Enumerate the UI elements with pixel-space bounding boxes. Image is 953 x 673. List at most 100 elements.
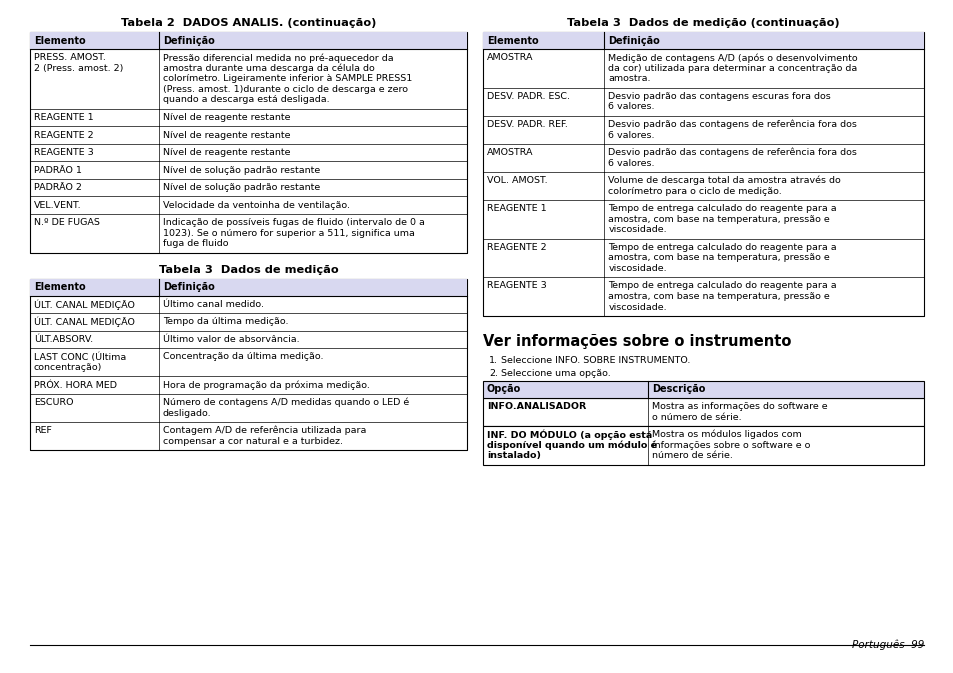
Text: Concentração da última medição.: Concentração da última medição.	[163, 353, 323, 361]
Text: 6 valores.: 6 valores.	[608, 159, 654, 168]
Text: Nível de reagente restante: Nível de reagente restante	[163, 148, 290, 157]
Bar	[482, 32, 923, 316]
Text: disponível quando um módulo é: disponível quando um módulo é	[486, 440, 657, 450]
Text: VOL. AMOST.: VOL. AMOST.	[486, 176, 547, 185]
Text: Descrição: Descrição	[652, 384, 705, 394]
Text: amostra.: amostra.	[608, 74, 650, 83]
Text: Tabela 2  DADOS ANALIS. (continuação): Tabela 2 DADOS ANALIS. (continuação)	[121, 18, 375, 28]
Bar	[30, 32, 467, 49]
Text: Volume de descarga total da amostra através do: Volume de descarga total da amostra atra…	[608, 176, 841, 185]
Text: 6 valores.: 6 valores.	[608, 131, 654, 139]
Text: Tabela 3  Dados de medição (continuação): Tabela 3 Dados de medição (continuação)	[567, 18, 839, 28]
Text: Elemento: Elemento	[34, 282, 86, 292]
Text: DESV. PADR. REF.: DESV. PADR. REF.	[486, 120, 567, 129]
Text: Nível de solução padrão restante: Nível de solução padrão restante	[163, 183, 320, 192]
Text: DESV. PADR. ESC.: DESV. PADR. ESC.	[486, 92, 569, 101]
Text: viscosidade.: viscosidade.	[608, 225, 666, 234]
Text: Definição: Definição	[163, 36, 214, 46]
Text: Nível de reagente restante: Nível de reagente restante	[163, 113, 290, 122]
Text: Elemento: Elemento	[486, 36, 538, 46]
Text: Seleccione INFO. SOBRE INSTRUMENTO.: Seleccione INFO. SOBRE INSTRUMENTO.	[500, 356, 690, 365]
Text: INF. DO MÓDULO (a opção está: INF. DO MÓDULO (a opção está	[486, 429, 652, 440]
Text: número de série.: número de série.	[652, 451, 733, 460]
Text: ÚLT. CANAL MEDIÇÃO: ÚLT. CANAL MEDIÇÃO	[34, 316, 134, 327]
Text: Hora de programação da próxima medição.: Hora de programação da próxima medição.	[163, 380, 370, 390]
Text: REAGENTE 2: REAGENTE 2	[486, 243, 546, 252]
Text: compensar a cor natural e a turbidez.: compensar a cor natural e a turbidez.	[163, 437, 342, 446]
Text: Tempo de entrega calculado do reagente para a: Tempo de entrega calculado do reagente p…	[608, 204, 836, 213]
Text: viscosidade.: viscosidade.	[608, 303, 666, 312]
Bar	[482, 426, 923, 464]
Bar	[30, 279, 467, 450]
Text: Seleccione uma opção.: Seleccione uma opção.	[500, 369, 610, 378]
Text: Tempo de entrega calculado do reagente para a: Tempo de entrega calculado do reagente p…	[608, 243, 836, 252]
Text: Tempo da última medição.: Tempo da última medição.	[163, 318, 288, 326]
Text: Definição: Definição	[608, 36, 659, 46]
Text: ÚLT. CANAL MEDIÇÃO: ÚLT. CANAL MEDIÇÃO	[34, 299, 134, 310]
Text: Pressão diferencial medida no pré-aquecedor da: Pressão diferencial medida no pré-aquece…	[163, 53, 394, 63]
Text: amostra durante uma descarga da célula do: amostra durante uma descarga da célula d…	[163, 63, 375, 73]
Text: desligado.: desligado.	[163, 409, 212, 418]
Text: VEL.VENT.: VEL.VENT.	[34, 201, 82, 210]
Text: Ver informações sobre o instrumento: Ver informações sobre o instrumento	[482, 334, 791, 349]
Text: Velocidade da ventoinha de ventilação.: Velocidade da ventoinha de ventilação.	[163, 201, 350, 210]
Text: PRÓX. HORA MED: PRÓX. HORA MED	[34, 380, 117, 390]
Text: REF: REF	[34, 426, 51, 435]
Bar	[30, 32, 467, 252]
Text: Nível de reagente restante: Nível de reagente restante	[163, 131, 290, 139]
Text: ESCURO: ESCURO	[34, 398, 73, 407]
Text: Último canal medido.: Último canal medido.	[163, 300, 264, 309]
Text: 2.: 2.	[489, 369, 497, 378]
Bar	[30, 279, 467, 295]
Text: informações sobre o software e o: informações sobre o software e o	[652, 441, 810, 450]
Text: INFO.ANALISADOR: INFO.ANALISADOR	[486, 402, 586, 411]
Text: (Press. amost. 1)durante o ciclo de descarga e zero: (Press. amost. 1)durante o ciclo de desc…	[163, 85, 408, 94]
Text: LAST CONC (Última: LAST CONC (Última	[34, 352, 126, 361]
Bar	[482, 32, 923, 49]
Bar	[482, 398, 923, 426]
Text: colorímetro para o ciclo de medição.: colorímetro para o ciclo de medição.	[608, 186, 781, 196]
Text: Nível de solução padrão restante: Nível de solução padrão restante	[163, 166, 320, 174]
Text: PADRÃO 1: PADRÃO 1	[34, 166, 82, 174]
Text: 6 valores.: 6 valores.	[608, 102, 654, 112]
Text: 2 (Press. amost. 2): 2 (Press. amost. 2)	[34, 64, 123, 73]
Text: Opção: Opção	[486, 384, 520, 394]
Text: Desvio padrão das contagens de referência fora dos: Desvio padrão das contagens de referênci…	[608, 148, 856, 157]
Text: REAGENTE 2: REAGENTE 2	[34, 131, 93, 139]
Text: Último valor de absorvância.: Último valor de absorvância.	[163, 335, 299, 344]
Text: viscosidade.: viscosidade.	[608, 264, 666, 273]
Text: REAGENTE 3: REAGENTE 3	[34, 148, 93, 157]
Text: REAGENTE 1: REAGENTE 1	[486, 204, 546, 213]
Text: 1023). Se o número for superior a 511, significa uma: 1023). Se o número for superior a 511, s…	[163, 229, 415, 238]
Text: colorímetro. Ligeiramente inferior à SAMPLE PRESS1: colorímetro. Ligeiramente inferior à SAM…	[163, 74, 412, 83]
Text: Tabela 3  Dados de medição: Tabela 3 Dados de medição	[158, 264, 338, 275]
Text: Número de contagens A/D medidas quando o LED é: Número de contagens A/D medidas quando o…	[163, 398, 409, 407]
Text: instalado): instalado)	[486, 451, 540, 460]
Text: Tempo de entrega calculado do reagente para a: Tempo de entrega calculado do reagente p…	[608, 281, 836, 291]
Text: da cor) utilizada para determinar a concentração da: da cor) utilizada para determinar a conc…	[608, 64, 857, 73]
Text: Contagem A/D de referência utilizada para: Contagem A/D de referência utilizada par…	[163, 426, 366, 435]
Text: 1.: 1.	[489, 356, 497, 365]
Text: Definição: Definição	[163, 282, 214, 292]
Text: AMOSTRA: AMOSTRA	[486, 53, 533, 63]
Text: o número de série.: o número de série.	[652, 413, 741, 421]
Text: amostra, com base na temperatura, pressão e: amostra, com base na temperatura, pressã…	[608, 253, 829, 262]
Bar	[482, 381, 923, 398]
Text: AMOSTRA: AMOSTRA	[486, 148, 533, 157]
Text: Desvio padrão das contagens de referência fora dos: Desvio padrão das contagens de referênci…	[608, 120, 856, 129]
Text: Mostra as informações do software e: Mostra as informações do software e	[652, 402, 827, 411]
Text: PRESS. AMOST.: PRESS. AMOST.	[34, 53, 106, 63]
Text: Desvio padrão das contagens escuras fora dos: Desvio padrão das contagens escuras fora…	[608, 92, 830, 101]
Text: REAGENTE 3: REAGENTE 3	[486, 281, 546, 291]
Text: N.º DE FUGAS: N.º DE FUGAS	[34, 218, 100, 227]
Text: ÚLT.ABSORV.: ÚLT.ABSORV.	[34, 335, 93, 344]
Text: concentração): concentração)	[34, 363, 102, 372]
Text: Medição de contagens A/D (após o desenvolvimento: Medição de contagens A/D (após o desenvo…	[608, 53, 857, 63]
Text: Indicação de possíveis fugas de fluido (intervalo de 0 a: Indicação de possíveis fugas de fluido (…	[163, 218, 424, 227]
Text: amostra, com base na temperatura, pressão e: amostra, com base na temperatura, pressã…	[608, 292, 829, 301]
Text: fuga de fluido: fuga de fluido	[163, 240, 228, 248]
Text: Elemento: Elemento	[34, 36, 86, 46]
Text: REAGENTE 1: REAGENTE 1	[34, 113, 93, 122]
Text: Mostra os módulos ligados com: Mostra os módulos ligados com	[652, 430, 801, 439]
Text: PADRÃO 2: PADRÃO 2	[34, 183, 82, 192]
